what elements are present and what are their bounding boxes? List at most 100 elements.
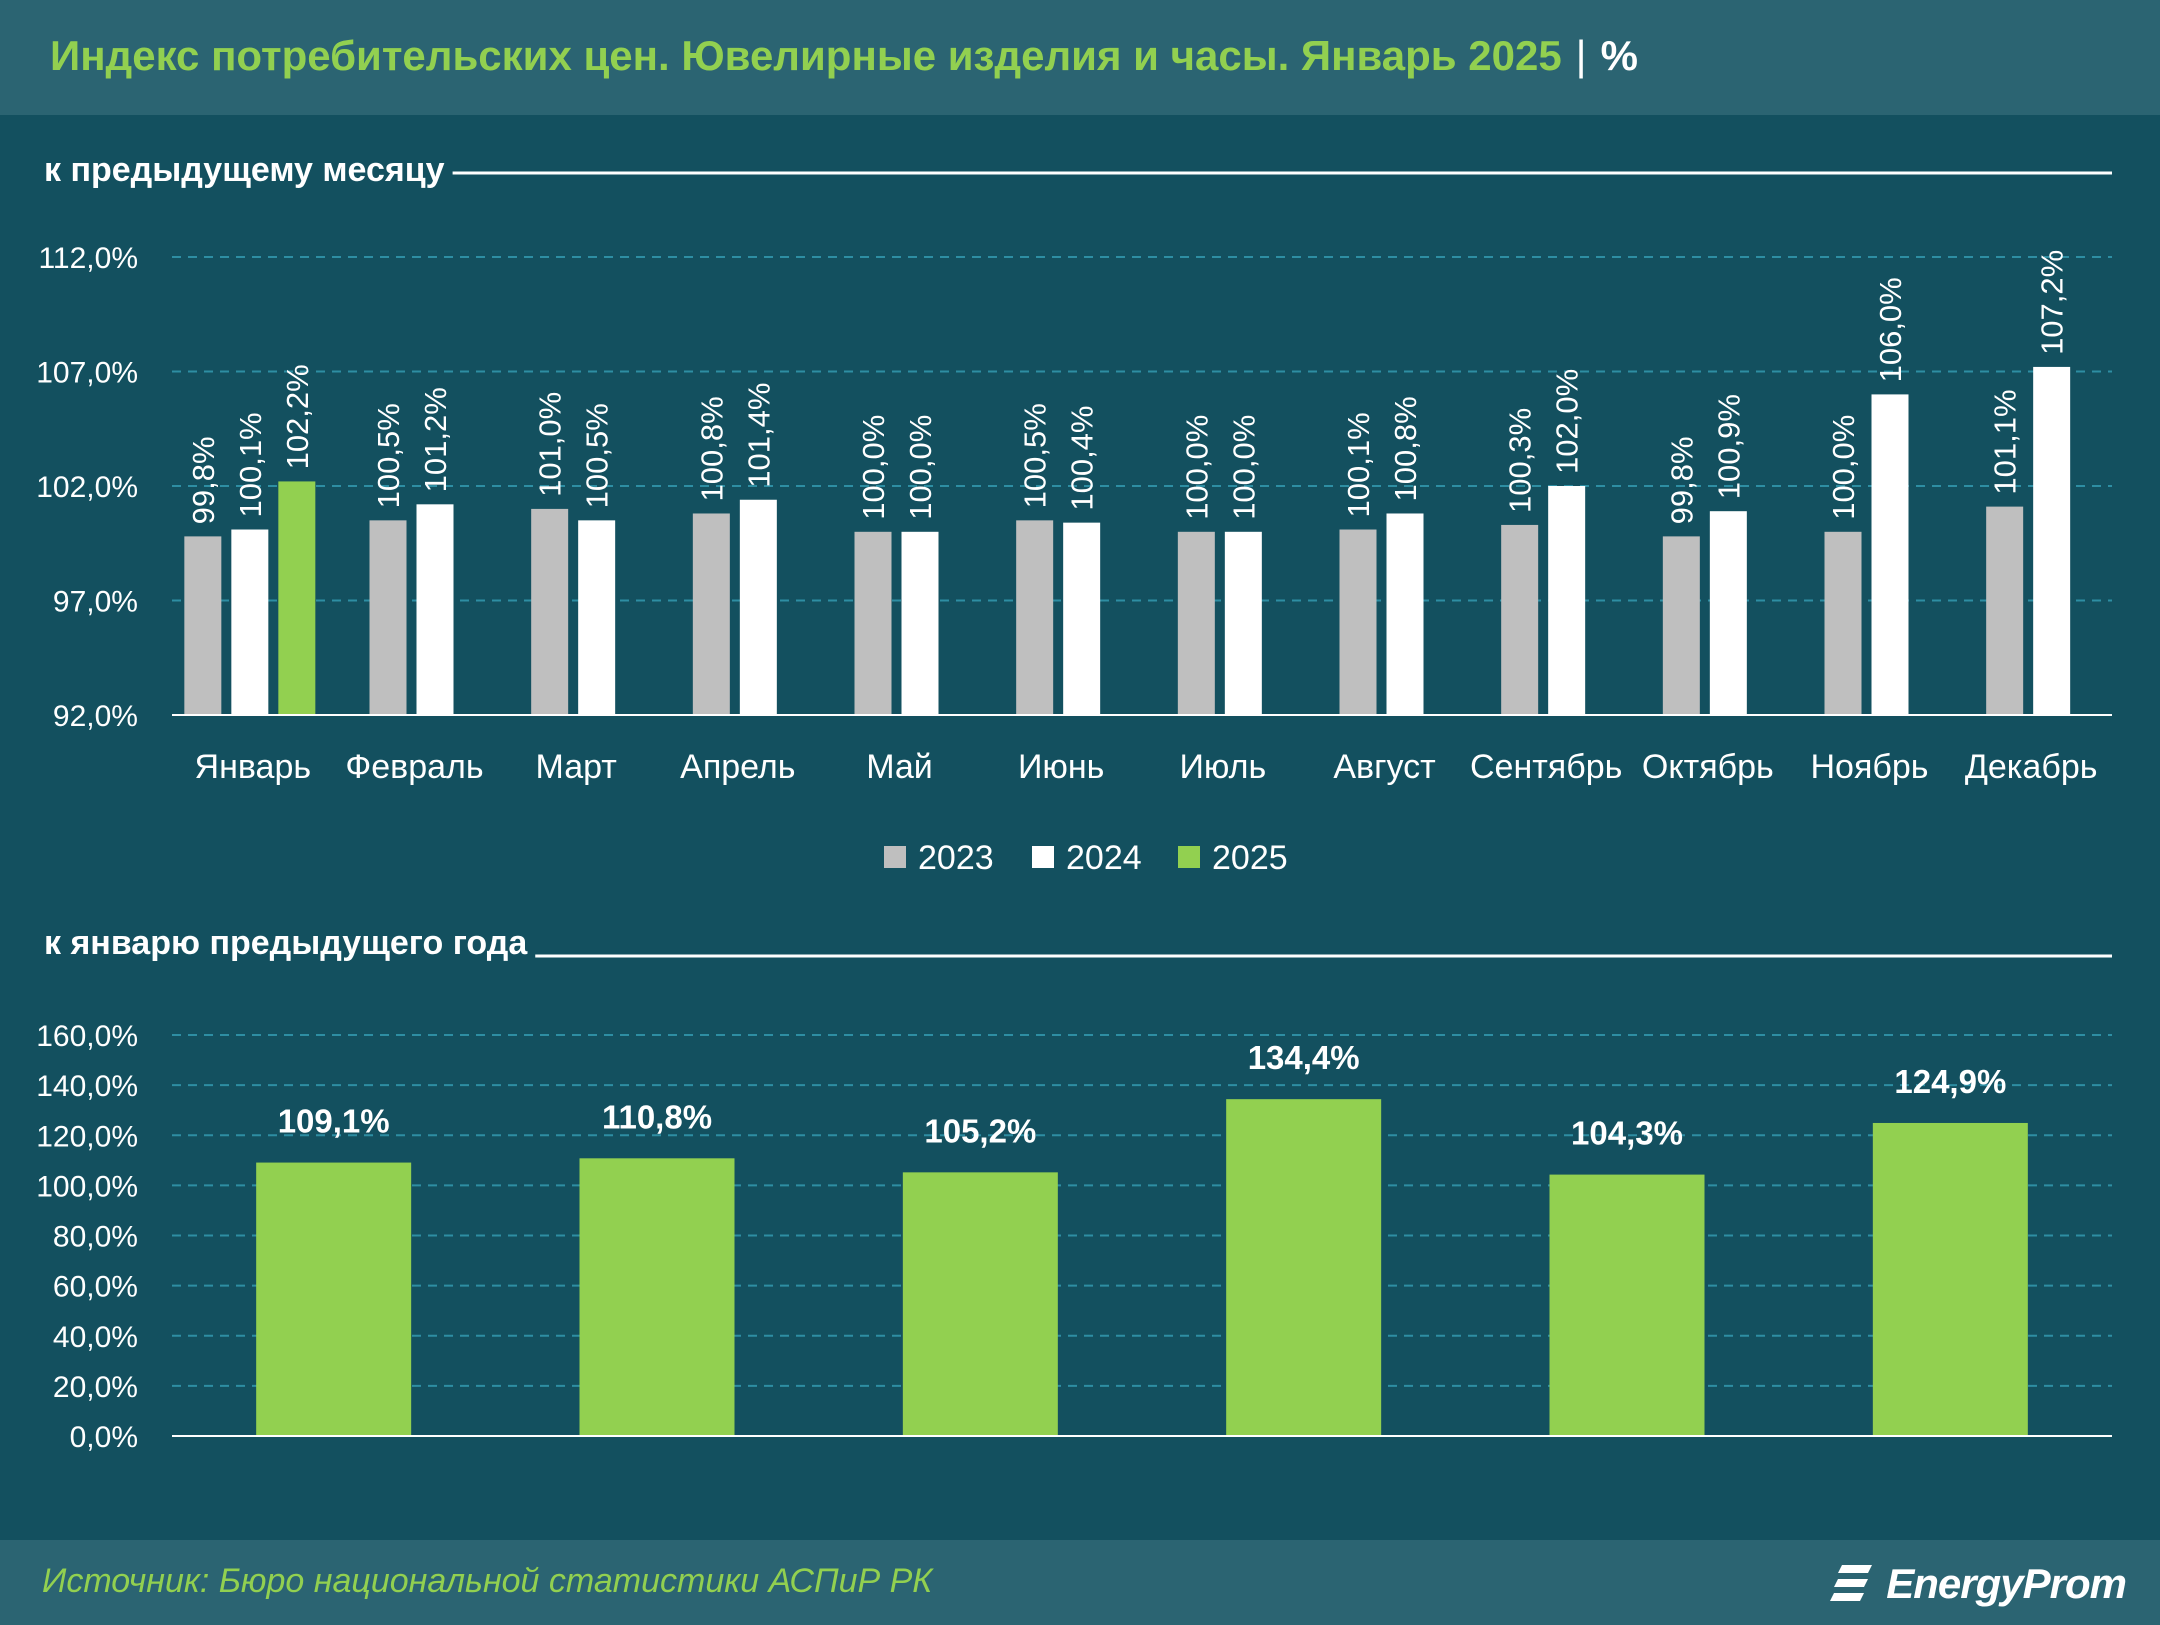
bar-2023	[1501, 524, 1539, 715]
y-tick-label: 97,0%	[53, 586, 138, 619]
bar-value-label: 99,8%	[1664, 436, 1699, 524]
x-category-label: 2023/01	[1242, 1457, 1365, 1460]
bar-value-label: 100,5%	[371, 403, 406, 508]
monthly-chart-title: к предыдущему месяцу	[44, 151, 445, 189]
bar-value-label: 102,2%	[280, 364, 315, 469]
y-tick-label: 102,0%	[36, 471, 138, 504]
x-category-label: 2021/01	[596, 1457, 719, 1460]
bar-2023	[692, 513, 730, 715]
bar-value-label: 100,0%	[1226, 415, 1261, 520]
bar-2024	[739, 499, 777, 715]
bar-value-label: 105,2%	[924, 1112, 1036, 1149]
bar-value-label: 110,8%	[602, 1098, 712, 1135]
x-category-label: 2025/01	[1889, 1457, 2012, 1460]
bar-value-label: 107,2%	[2035, 250, 2070, 355]
bar-value-label: 106,0%	[1873, 277, 1908, 382]
monthly-chart: к предыдущему месяцу 92,0% 97,0% 102,0% 107,…	[36, 151, 2112, 877]
bar-value-label: 100,3%	[1503, 408, 1538, 513]
bar-2025	[278, 481, 316, 715]
legend-swatch-2025	[1178, 846, 1200, 868]
x-category-label: 2022/01	[919, 1457, 1042, 1460]
bar-value-label: 101,0%	[533, 392, 568, 497]
legend-label-2025: 2025	[1212, 839, 1288, 877]
footer: Источник: Бюро национальной статистики А…	[0, 1540, 2160, 1625]
bar-value-label: 100,0%	[1179, 415, 1214, 520]
x-category-label: Апрель	[680, 748, 795, 786]
bar-value-label: 100,0%	[903, 415, 938, 520]
bar-2023	[1662, 536, 1700, 715]
bar-yoy	[579, 1158, 735, 1436]
bar-yoy	[1549, 1174, 1705, 1436]
x-category-label: Октябрь	[1642, 748, 1774, 786]
bar-yoy	[1872, 1122, 2028, 1436]
bar-value-label: 100,8%	[1388, 396, 1423, 501]
bar-value-label: 100,0%	[1826, 415, 1861, 520]
x-category-label: Ноябрь	[1811, 748, 1929, 786]
x-category-label: Март	[535, 748, 616, 786]
bar-2024	[1063, 522, 1101, 715]
brand-logo: EnergyProm	[1828, 1554, 2127, 1614]
y-tick-label: 60,0%	[53, 1271, 138, 1304]
bar-2023	[1986, 506, 2024, 715]
x-category-label: Декабрь	[1965, 748, 2098, 786]
bar-value-label: 99,8%	[186, 436, 221, 524]
bar-value-label: 100,5%	[1018, 403, 1053, 508]
y-tick-label: 40,0%	[53, 1321, 138, 1354]
yearly-chart-title: к январю предыдущего года	[44, 924, 528, 962]
bar-value-label: 104,3%	[1571, 1115, 1683, 1152]
x-category-label: Сентябрь	[1470, 748, 1622, 786]
bar-2024	[1548, 486, 1586, 715]
x-category-label: Июль	[1179, 748, 1266, 786]
y-tick-label: 107,0%	[36, 357, 138, 390]
bar-value-label: 124,9%	[1894, 1063, 2006, 1100]
bar-value-label: 100,0%	[856, 415, 891, 520]
bar-value-label: 100,1%	[1341, 412, 1376, 517]
x-category-label: Май	[866, 748, 933, 786]
bar-2024	[416, 504, 454, 715]
bar-yoy	[1226, 1099, 1382, 1436]
bar-value-label: 101,1%	[1988, 389, 2023, 494]
header: Индекс потребительских цен. Ювелирные из…	[0, 0, 2160, 115]
bar-yoy	[902, 1172, 1058, 1436]
y-tick-label: 160,0%	[36, 1020, 138, 1053]
bar-2024	[1386, 513, 1424, 715]
title-unit: %	[1600, 32, 1638, 79]
legend-label-2023: 2023	[918, 839, 994, 877]
bar-2023	[1824, 531, 1862, 715]
x-category-label: Январь	[195, 748, 312, 786]
y-tick-label: 140,0%	[36, 1070, 138, 1103]
page-title: Индекс потребительских цен. Ювелирные из…	[50, 32, 1638, 80]
bar-value-label: 100,1%	[233, 412, 268, 517]
bar-2023	[854, 531, 892, 715]
bar-value-label: 100,4%	[1065, 405, 1100, 510]
bar-value-label: 134,4%	[1248, 1039, 1360, 1076]
bar-yoy	[256, 1162, 412, 1436]
bar-2024	[1709, 511, 1747, 715]
x-category-label: Июнь	[1018, 748, 1104, 786]
title-text: Индекс потребительских цен. Ювелирные из…	[50, 32, 1562, 79]
bar-value-label: 101,4%	[741, 383, 776, 488]
bar-2023	[1177, 531, 1215, 715]
bar-2024	[231, 529, 269, 715]
bar-2024	[1871, 394, 1909, 715]
bar-2024	[1224, 531, 1262, 715]
y-tick-label: 0,0%	[70, 1421, 138, 1454]
bar-2024	[2033, 366, 2071, 715]
title-separator: |	[1575, 32, 1587, 79]
y-tick-label: 20,0%	[53, 1371, 138, 1404]
bar-2024	[901, 531, 939, 715]
legend-label-2024: 2024	[1066, 839, 1142, 877]
logo-text: EnergyProm	[1886, 1560, 2127, 1607]
legend-swatch-2024	[1032, 846, 1054, 868]
y-tick-label: 120,0%	[36, 1120, 138, 1153]
bar-value-label: 100,8%	[694, 396, 729, 501]
bar-value-label: 101,2%	[418, 387, 453, 492]
bar-2023	[184, 536, 222, 715]
bar-2023	[369, 520, 407, 715]
bar-2023	[531, 508, 569, 715]
bar-2023	[1016, 520, 1054, 715]
x-category-label: Февраль	[345, 748, 483, 786]
y-tick-label: 100,0%	[36, 1170, 138, 1203]
x-category-label: 2020/01	[272, 1457, 395, 1460]
bar-value-label: 109,1%	[278, 1103, 390, 1140]
